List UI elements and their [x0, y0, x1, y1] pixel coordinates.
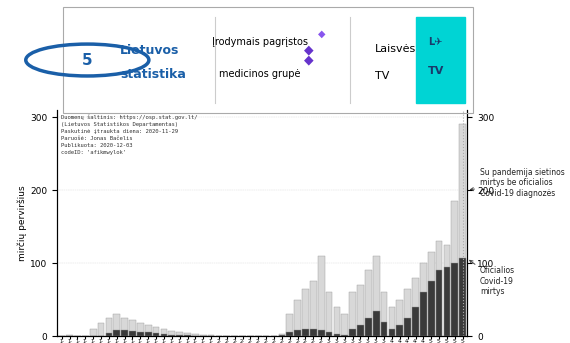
Bar [420, 292, 427, 336]
Bar [459, 258, 466, 336]
Bar [176, 332, 183, 336]
Bar [279, 335, 285, 336]
Bar [365, 270, 372, 336]
Bar [200, 335, 206, 336]
Bar [428, 281, 434, 336]
Bar [443, 267, 450, 336]
Bar [404, 289, 411, 336]
Bar [105, 318, 112, 336]
Text: ◆: ◆ [317, 28, 325, 38]
Bar [349, 292, 356, 336]
Bar [333, 334, 340, 336]
Text: 5: 5 [82, 52, 93, 68]
Bar [310, 329, 317, 336]
Bar [176, 335, 183, 336]
Bar [129, 331, 136, 336]
Bar [389, 307, 395, 336]
Bar [381, 321, 388, 336]
Bar [192, 334, 199, 336]
Bar [286, 314, 293, 336]
Bar [397, 300, 403, 336]
Bar [169, 331, 175, 336]
Bar [435, 241, 442, 336]
Bar [451, 201, 458, 336]
Bar [121, 318, 128, 336]
Bar [373, 256, 380, 336]
Bar [325, 292, 332, 336]
Bar [341, 314, 348, 336]
Bar [389, 329, 395, 336]
Text: TV: TV [374, 71, 389, 81]
Text: Duomenų šaltinis: https://osp.stat.gov.lt/
(Lietuvos Statistikos Departamentas)
: Duomenų šaltinis: https://osp.stat.gov.l… [61, 114, 198, 155]
Bar [349, 329, 356, 336]
Text: Įrodymais pagrįstos: Įrodymais pagrįstos [211, 37, 308, 47]
Bar [113, 314, 120, 336]
Bar [286, 332, 293, 336]
Bar [357, 285, 364, 336]
Text: L✈: L✈ [428, 37, 442, 47]
Bar [184, 333, 191, 336]
Bar [451, 263, 458, 336]
Bar [161, 334, 167, 336]
Text: Lietuvos: Lietuvos [120, 44, 180, 57]
Text: Su pandemija sietinos
mirtys be oficialios
Covid-19 diagnozės: Su pandemija sietinos mirtys be oficiali… [470, 168, 565, 198]
Bar [404, 318, 411, 336]
Bar [318, 330, 324, 336]
Bar [459, 125, 466, 336]
Text: Laisvės: Laisvės [374, 44, 416, 54]
Bar [294, 330, 301, 336]
Bar [302, 289, 309, 336]
Bar [381, 292, 388, 336]
Bar [129, 320, 136, 336]
Bar [325, 332, 332, 336]
Bar [161, 329, 167, 336]
Text: medicinos grupė: medicinos grupė [219, 69, 300, 79]
Bar [137, 323, 144, 336]
Bar [318, 256, 324, 336]
Text: ◆
◆: ◆ ◆ [304, 43, 314, 66]
Text: TV: TV [428, 66, 445, 76]
Bar [333, 307, 340, 336]
Bar [365, 318, 372, 336]
Bar [294, 300, 301, 336]
Bar [302, 329, 309, 336]
Bar [341, 335, 348, 336]
Bar [420, 263, 427, 336]
Bar [97, 323, 104, 336]
Bar [169, 335, 175, 336]
Bar [121, 330, 128, 336]
Y-axis label: mirčių perviršius: mirčių perviršius [18, 185, 27, 261]
Bar [443, 245, 450, 336]
Bar [137, 332, 144, 336]
Bar [428, 252, 434, 336]
Bar [310, 281, 317, 336]
Bar [412, 307, 419, 336]
Bar [397, 325, 403, 336]
Bar [153, 333, 160, 336]
Bar [105, 333, 112, 336]
Bar [145, 325, 152, 336]
Bar [279, 334, 285, 336]
Bar [66, 335, 73, 336]
Bar [113, 330, 120, 336]
Bar [153, 327, 160, 336]
Text: Oficialios
Covid-19
mirtys: Oficialios Covid-19 mirtys [470, 260, 515, 296]
Bar [184, 335, 191, 336]
Bar [435, 270, 442, 336]
FancyBboxPatch shape [416, 17, 465, 103]
Bar [207, 335, 214, 336]
Bar [373, 310, 380, 336]
Text: statistika: statistika [120, 68, 186, 81]
Bar [357, 325, 364, 336]
Bar [90, 329, 96, 336]
Bar [145, 332, 152, 336]
Bar [412, 278, 419, 336]
